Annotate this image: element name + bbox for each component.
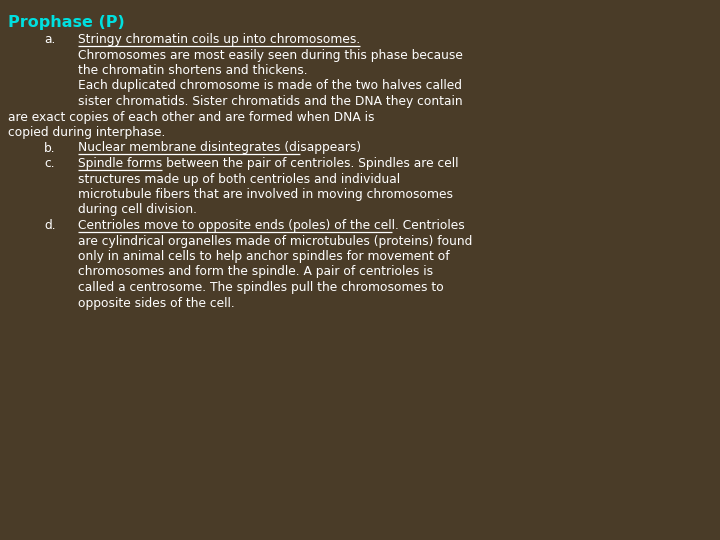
Text: Centrioles move to opposite ends (poles) of the cell. Centrioles: Centrioles move to opposite ends (poles)… — [78, 219, 464, 232]
Text: structures made up of both centrioles and individual: structures made up of both centrioles an… — [78, 172, 400, 186]
Text: sister chromatids. Sister chromatids and the DNA they contain: sister chromatids. Sister chromatids and… — [78, 95, 463, 108]
Text: a.: a. — [44, 33, 55, 46]
Text: Stringy chromatin coils up into chromosomes.: Stringy chromatin coils up into chromoso… — [78, 33, 360, 46]
Text: the chromatin shortens and thickens.: the chromatin shortens and thickens. — [78, 64, 307, 77]
Text: opposite sides of the cell.: opposite sides of the cell. — [78, 296, 235, 309]
Text: Spindle forms between the pair of centrioles. Spindles are cell: Spindle forms between the pair of centri… — [78, 157, 459, 170]
Text: only in animal cells to help anchor spindles for movement of: only in animal cells to help anchor spin… — [78, 250, 449, 263]
Text: are cylindrical organelles made of microtubules (proteins) found: are cylindrical organelles made of micro… — [78, 234, 472, 247]
Text: Each duplicated chromosome is made of the two halves called: Each duplicated chromosome is made of th… — [78, 79, 462, 92]
Text: copied during interphase.: copied during interphase. — [8, 126, 166, 139]
Text: d.: d. — [44, 219, 55, 232]
Text: chromosomes and form the spindle. A pair of centrioles is: chromosomes and form the spindle. A pair… — [78, 266, 433, 279]
Text: b.: b. — [44, 141, 55, 154]
Text: c.: c. — [44, 157, 55, 170]
Text: called a centrosome. The spindles pull the chromosomes to: called a centrosome. The spindles pull t… — [78, 281, 444, 294]
Text: Prophase (P): Prophase (P) — [8, 15, 125, 30]
Text: Chromosomes are most easily seen during this phase because: Chromosomes are most easily seen during … — [78, 49, 463, 62]
Text: are exact copies of each other and are formed when DNA is: are exact copies of each other and are f… — [8, 111, 374, 124]
Text: Nuclear membrane disintegrates (disappears): Nuclear membrane disintegrates (disappea… — [78, 141, 361, 154]
Text: microtubule fibers that are involved in moving chromosomes: microtubule fibers that are involved in … — [78, 188, 453, 201]
Text: during cell division.: during cell division. — [78, 204, 197, 217]
